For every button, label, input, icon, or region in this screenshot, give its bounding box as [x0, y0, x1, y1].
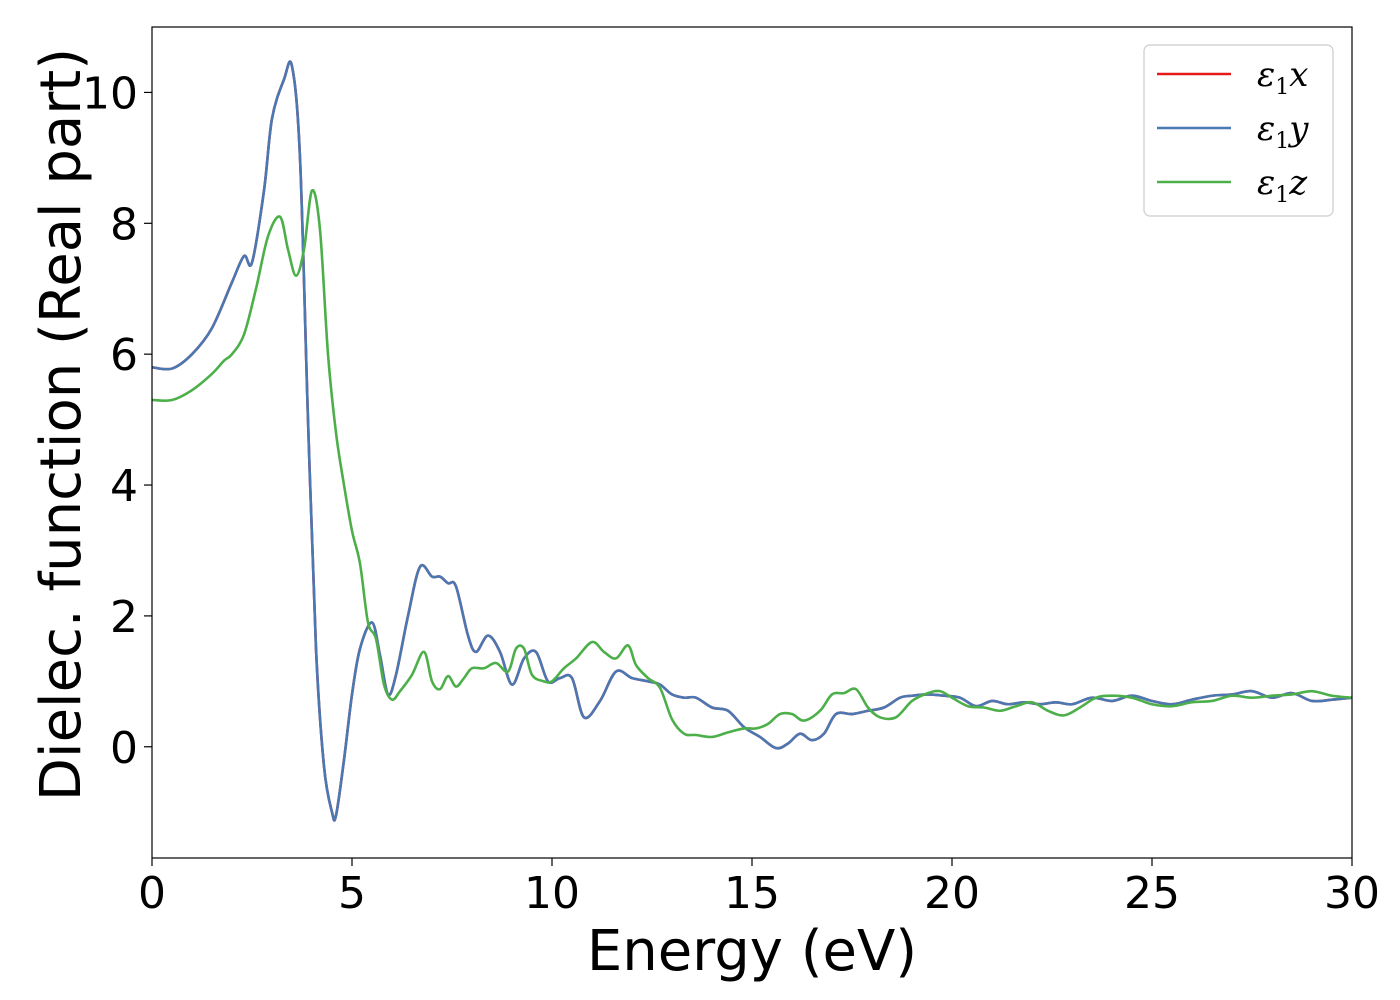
- x-tick-label: 5: [338, 868, 366, 919]
- y-tick-label: 0: [110, 723, 138, 774]
- y-axis: 0 2 4 6 8 10: [82, 68, 152, 774]
- legend-label: ε1x: [1257, 55, 1308, 100]
- y-tick-label: 6: [110, 330, 138, 381]
- legend-variable: z: [1288, 163, 1308, 203]
- y-tick-label: 8: [110, 199, 138, 250]
- series-line-3: [152, 188, 1352, 739]
- legend-label: ε1z: [1257, 163, 1308, 208]
- x-tick-label: 15: [724, 868, 780, 919]
- legend-label: ε1y: [1257, 109, 1309, 154]
- series-line-2: [152, 60, 1352, 822]
- legend-variable: x: [1289, 55, 1308, 95]
- legend-subscript: 1: [1275, 129, 1289, 154]
- series-layer: [152, 60, 1352, 822]
- x-axis-title: Energy (eV): [587, 919, 917, 984]
- x-tick-label: 20: [924, 868, 980, 919]
- x-tick-label: 25: [1124, 868, 1180, 919]
- legend-box: [1143, 44, 1334, 217]
- y-tick-label: 10: [82, 68, 138, 119]
- legend-symbol: ε: [1257, 109, 1275, 149]
- y-tick-label: 2: [110, 592, 138, 643]
- legend-subscript: 1: [1275, 75, 1289, 100]
- legend-subscript: 1: [1275, 183, 1289, 208]
- x-tick-label: 0: [138, 868, 166, 919]
- y-axis-title: Dielec. function (Real part): [29, 48, 94, 801]
- x-tick-label: 30: [1324, 868, 1380, 919]
- legend-symbol: ε: [1257, 163, 1275, 203]
- legend-symbol: ε: [1257, 55, 1275, 95]
- legend-variable: y: [1287, 109, 1309, 149]
- x-tick-label: 10: [524, 868, 580, 919]
- x-axis: 0 5 10 15 20 25 30: [138, 858, 1380, 919]
- y-tick-label: 4: [110, 461, 138, 512]
